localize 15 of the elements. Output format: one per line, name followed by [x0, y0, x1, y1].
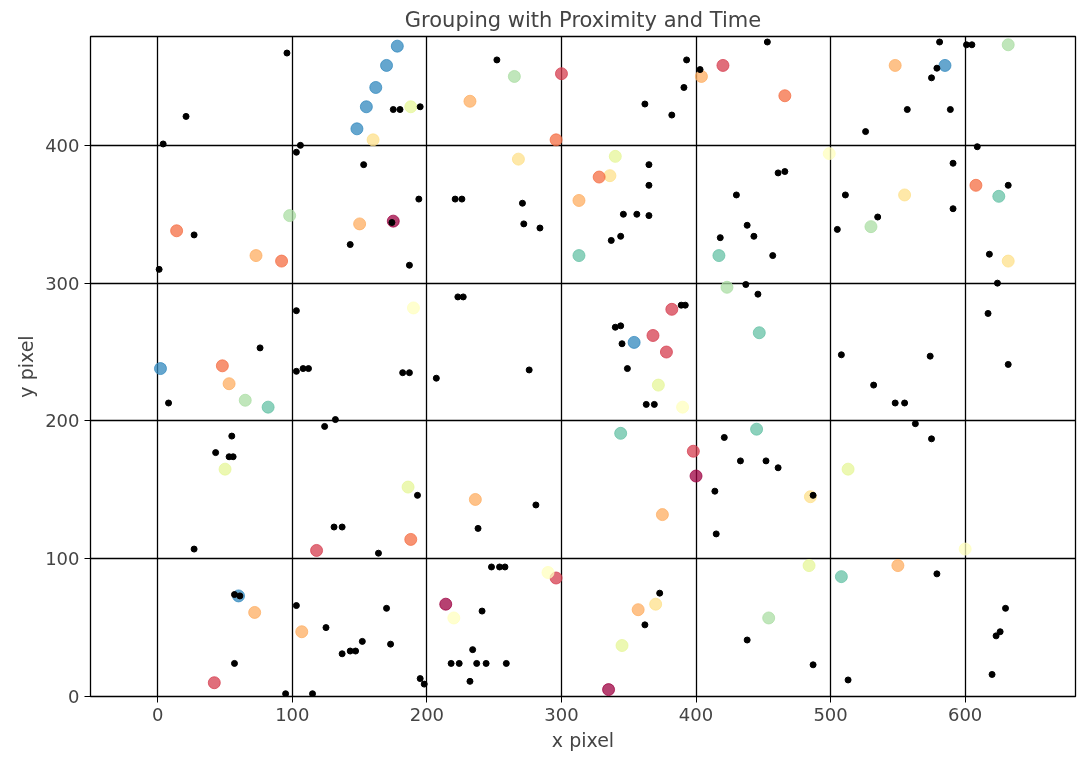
x-tick-label: 0: [152, 703, 164, 725]
x-tick-label: 500: [813, 703, 848, 725]
y-tick-label: 300: [45, 272, 80, 294]
x-tick-label: 400: [678, 703, 714, 725]
y-tick-label: 100: [45, 548, 80, 570]
x-axis-title: x pixel: [551, 728, 615, 751]
x-tick-label: 100: [275, 703, 310, 725]
y-axis-title: y pixel: [15, 335, 38, 398]
x-tick-label: 200: [409, 703, 445, 725]
chart-title: Grouping with Proximity and Time: [404, 7, 762, 32]
x-tick-label: 600: [947, 703, 983, 725]
x-tick-label: 300: [544, 703, 579, 725]
y-tick-label: 400: [45, 134, 80, 156]
y-tick-label: 200: [45, 410, 80, 432]
y-tick-label: 0: [68, 686, 80, 707]
